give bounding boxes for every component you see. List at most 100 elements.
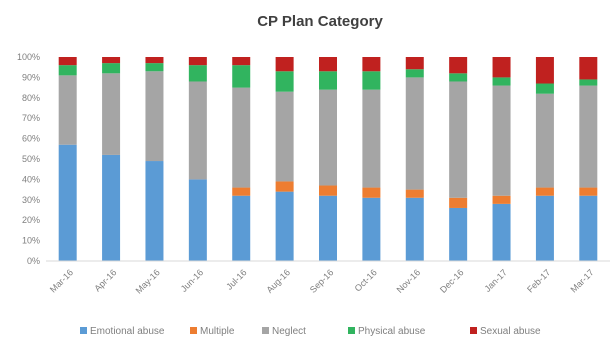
bar-segment — [188, 81, 207, 180]
bar-segment — [535, 195, 554, 261]
x-tick-label: Jan-17 — [482, 267, 509, 294]
bar-segment — [405, 189, 424, 198]
bar-segment — [275, 91, 294, 182]
bar-segment — [319, 89, 337, 186]
bar-segment — [492, 85, 511, 196]
x-axis: Mar-16 Apr-16 May-16 Jun-16 Jul-16 Aug-16 Sep-… — [46, 260, 610, 296]
bar-segment — [58, 57, 77, 66]
bar-segment — [188, 57, 207, 66]
x-tick-label: Apr-16 — [92, 267, 118, 293]
y-tick-label: 10% — [22, 236, 40, 246]
y-tick-label: 50% — [22, 154, 40, 164]
bar-segment — [232, 65, 251, 88]
bar-segment — [145, 71, 164, 162]
bar-segment — [145, 57, 164, 64]
bar-segment — [188, 65, 207, 82]
y-tick-label: 100% — [17, 52, 40, 62]
bar-segment — [102, 154, 121, 261]
bar-segment — [362, 57, 381, 72]
x-tick-label: Sep-16 — [308, 267, 336, 295]
bar-segment — [449, 81, 468, 198]
y-tick-label: 70% — [22, 113, 40, 123]
bar-segment — [492, 195, 511, 204]
bar-segment — [232, 87, 251, 188]
y-tick-label: 0% — [27, 256, 40, 266]
bar-segment — [188, 179, 207, 261]
legend-label: Neglect — [272, 326, 306, 337]
bar-segment — [275, 57, 294, 72]
bar-segment — [362, 187, 381, 198]
x-tick-label: Feb-17 — [525, 267, 552, 294]
bar-segment — [579, 195, 598, 261]
bar-segment — [579, 85, 598, 188]
bar-segment — [492, 203, 511, 261]
legend-swatch — [348, 327, 355, 334]
bar-segment — [102, 73, 121, 155]
x-tick-label: Aug-16 — [264, 267, 292, 295]
y-tick-label: 90% — [22, 72, 40, 82]
bar-segment — [145, 63, 164, 72]
bar-segment — [319, 195, 337, 261]
bar-segment — [362, 71, 381, 90]
bar-segment — [319, 185, 337, 196]
legend-label: Emotional abuse — [90, 326, 165, 337]
bar-segment — [362, 89, 381, 188]
legend-swatch — [262, 327, 269, 334]
bar-segment — [492, 57, 511, 78]
bar-segment — [405, 197, 424, 261]
bar-segment — [449, 197, 468, 208]
legend-label: Multiple — [200, 326, 235, 337]
bar-segment — [449, 207, 468, 261]
bar-segment — [319, 71, 337, 90]
bar-segment — [58, 144, 77, 261]
bar-segment — [535, 93, 554, 188]
bar-segment — [102, 63, 121, 74]
legend-swatch — [80, 327, 87, 334]
bar-segment — [232, 57, 251, 66]
y-tick-label: 40% — [22, 174, 40, 184]
legend: Emotional abuse Multiple Neglect Physical a… — [80, 326, 541, 337]
bar-segment — [232, 195, 251, 261]
bar-segment — [405, 57, 424, 70]
bar-segment — [492, 77, 511, 86]
bar-segment — [535, 187, 554, 196]
bar-segment — [449, 73, 468, 82]
y-axis: 0% 10% 20% 30% 40% 50% 60% 70% 80% 90% 100% — [17, 52, 40, 266]
x-tick-label: Dec-16 — [438, 267, 466, 295]
bar-segment — [579, 57, 598, 80]
bar-segment — [145, 161, 164, 261]
x-tick-label: Nov-16 — [395, 267, 423, 295]
y-tick-label: 30% — [22, 195, 40, 205]
bar-segment — [579, 187, 598, 196]
x-tick-label: Mar-17 — [568, 267, 595, 294]
x-tick-label: May-16 — [134, 267, 162, 295]
x-tick-label: Jun-16 — [179, 267, 206, 294]
chart-title: CP Plan Category — [257, 13, 383, 30]
legend-label: Physical abuse — [358, 326, 426, 337]
bar-segment — [58, 65, 77, 76]
bar-segment — [535, 57, 554, 84]
bar-segment — [275, 181, 294, 192]
bar-segment — [362, 197, 381, 261]
bar-segment — [405, 77, 424, 190]
legend-swatch — [190, 327, 197, 334]
bar-segment — [58, 75, 77, 145]
bar-segment — [535, 83, 554, 94]
bar-segment — [102, 57, 121, 64]
y-tick-label: 20% — [22, 215, 40, 225]
x-tick-label: Oct-16 — [353, 267, 379, 293]
y-tick-label: 80% — [22, 93, 40, 103]
y-tick-label: 60% — [22, 134, 40, 144]
bar-segment — [579, 79, 598, 86]
legend-label: Sexual abuse — [480, 326, 541, 337]
x-tick-label: Mar-16 — [48, 267, 75, 294]
bar-segment — [405, 69, 424, 78]
bars-group — [58, 57, 598, 261]
bar-segment — [275, 71, 294, 92]
x-tick-label: Jul-16 — [224, 267, 248, 291]
bar-segment — [449, 57, 468, 74]
bar-segment — [232, 187, 251, 196]
bar-segment — [275, 191, 294, 261]
